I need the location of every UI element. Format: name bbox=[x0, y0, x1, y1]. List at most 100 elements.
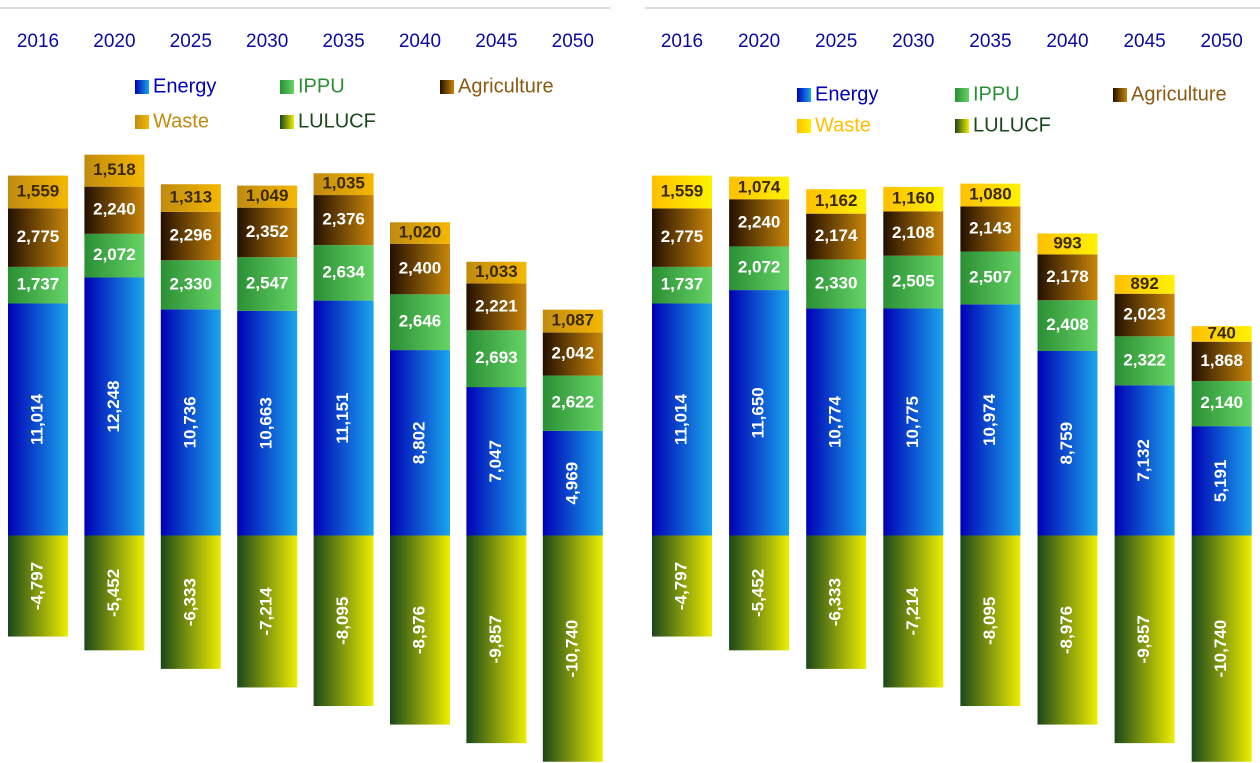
legend-label: LULUCF bbox=[973, 114, 1051, 136]
value-label: 1,313 bbox=[170, 188, 213, 207]
value-label: 1,080 bbox=[969, 184, 1012, 203]
legend-label: IPPU bbox=[973, 83, 1020, 105]
value-label: -7,214 bbox=[257, 587, 276, 636]
legend-label: Agriculture bbox=[1131, 83, 1227, 105]
bar-segment bbox=[237, 257, 298, 311]
value-label: 2,042 bbox=[552, 344, 595, 363]
bar-segment bbox=[1191, 326, 1252, 342]
bar-segment bbox=[960, 251, 1021, 305]
x-tick-label: 2020 bbox=[93, 31, 135, 52]
legend-swatch bbox=[135, 115, 149, 129]
bar-segment bbox=[390, 294, 450, 351]
value-label: 11,151 bbox=[333, 393, 352, 444]
legend-swatch bbox=[440, 80, 454, 94]
value-label: -4,797 bbox=[671, 562, 690, 610]
x-tick-label: 2025 bbox=[170, 31, 212, 52]
bar-segment bbox=[466, 261, 527, 284]
value-label: -8,976 bbox=[1057, 606, 1076, 654]
legend-swatch bbox=[135, 80, 149, 94]
value-label: 10,663 bbox=[257, 397, 276, 449]
value-label: 11,650 bbox=[749, 387, 768, 438]
value-label: 2,108 bbox=[892, 223, 935, 242]
bar-segment bbox=[542, 375, 603, 431]
value-label: 993 bbox=[1053, 233, 1081, 252]
bar-segment bbox=[390, 535, 450, 725]
bar-segment bbox=[542, 535, 603, 762]
value-label: -8,976 bbox=[409, 606, 428, 654]
value-label: 2,330 bbox=[170, 274, 213, 293]
x-tick-label: 2020 bbox=[738, 31, 780, 52]
bar-segment bbox=[1114, 336, 1175, 386]
bar-segment bbox=[960, 304, 1021, 536]
value-label: 2,505 bbox=[892, 272, 935, 291]
value-label: -8,095 bbox=[980, 597, 999, 645]
bar-segment bbox=[84, 186, 145, 234]
bar-segment bbox=[806, 535, 867, 669]
value-label: 2,174 bbox=[815, 226, 858, 245]
value-label: 2,547 bbox=[246, 274, 289, 293]
bar-segment bbox=[84, 233, 145, 278]
value-label: 8,759 bbox=[1057, 422, 1076, 465]
value-label: 2,140 bbox=[1200, 393, 1243, 412]
bar-segment bbox=[883, 255, 944, 309]
value-label: 11,014 bbox=[27, 393, 46, 445]
bar-segment bbox=[729, 535, 790, 651]
value-label: 11,014 bbox=[671, 393, 690, 445]
bar-segment bbox=[84, 154, 145, 187]
value-label: -7,214 bbox=[903, 587, 922, 636]
legend-label: LULUCF bbox=[298, 110, 376, 132]
value-label: -10,740 bbox=[1211, 620, 1230, 678]
value-label: 8,802 bbox=[409, 422, 428, 465]
bar-segment bbox=[237, 535, 298, 688]
value-label: 1,737 bbox=[661, 275, 704, 294]
x-tick-label: 2050 bbox=[1201, 31, 1243, 52]
bar-segment bbox=[466, 330, 527, 388]
value-label: 10,775 bbox=[903, 396, 922, 448]
legend-label: Waste bbox=[153, 110, 209, 132]
value-label: -5,452 bbox=[104, 569, 123, 617]
bar-segment bbox=[729, 199, 790, 247]
value-label: 740 bbox=[1208, 323, 1236, 342]
bar-segment bbox=[1037, 300, 1098, 351]
bar-segment bbox=[883, 308, 944, 536]
bar-segment bbox=[1191, 341, 1252, 382]
x-tick-label: 2016 bbox=[17, 31, 59, 52]
value-label: -5,452 bbox=[749, 569, 768, 617]
value-label: 1,087 bbox=[552, 311, 595, 330]
value-label: 10,736 bbox=[180, 396, 199, 448]
value-label: 1,033 bbox=[475, 262, 518, 281]
bar-segment bbox=[542, 332, 603, 376]
bar-segment bbox=[960, 206, 1021, 252]
value-label: 2,072 bbox=[93, 245, 136, 264]
value-label: 1,162 bbox=[815, 191, 858, 210]
value-label: -10,740 bbox=[562, 620, 581, 678]
bar-segment bbox=[652, 175, 712, 209]
value-label: -4,797 bbox=[27, 562, 46, 610]
bar-segment bbox=[466, 283, 527, 331]
value-label: 2,221 bbox=[475, 296, 518, 315]
value-label: -8,095 bbox=[333, 597, 352, 645]
bar-segment bbox=[806, 189, 867, 214]
value-label: 2,634 bbox=[322, 262, 365, 281]
bar-segment bbox=[466, 387, 527, 536]
bar-segment bbox=[466, 535, 527, 744]
bar-segment bbox=[237, 207, 298, 258]
value-label: 2,023 bbox=[1123, 305, 1166, 324]
bar-segment bbox=[1037, 254, 1098, 301]
value-label: 2,775 bbox=[661, 227, 704, 246]
value-label: 2,240 bbox=[738, 212, 781, 231]
value-label: 2,330 bbox=[815, 273, 858, 292]
bar-segment bbox=[806, 213, 867, 260]
bar-segment bbox=[883, 211, 944, 256]
value-label: 1,559 bbox=[17, 181, 60, 200]
value-label: 2,408 bbox=[1046, 315, 1089, 334]
bar-segment bbox=[84, 535, 145, 651]
bar-segment bbox=[160, 535, 221, 669]
bar-segment bbox=[1037, 233, 1098, 255]
value-label: 1,559 bbox=[661, 181, 704, 200]
x-tick-label: 2030 bbox=[246, 31, 288, 52]
x-tick-label: 2045 bbox=[475, 31, 517, 52]
bar-segment bbox=[8, 208, 68, 267]
legend-label: Agriculture bbox=[458, 75, 554, 97]
